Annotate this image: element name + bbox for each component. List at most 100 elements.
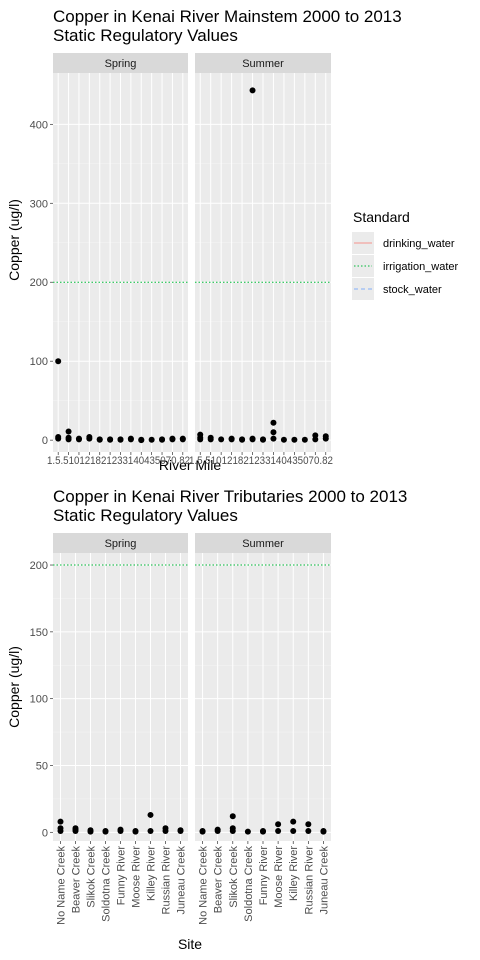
data-point <box>177 827 184 834</box>
chart2-title-line2: Static Regulatory Values <box>53 506 238 525</box>
data-point <box>301 436 308 443</box>
data-point <box>290 818 297 825</box>
data-point <box>305 821 312 828</box>
data-point <box>197 436 204 443</box>
legend: Standard drinking_water irrigation_water… <box>352 209 459 300</box>
legend-label-irrigation-water: irrigation_water <box>383 261 459 273</box>
chart2-strip-label: Spring <box>105 538 137 550</box>
data-point <box>218 436 225 443</box>
data-point <box>57 827 64 834</box>
chart2-x-tick-label: Slikok Creek <box>86 846 98 908</box>
data-point <box>179 436 186 443</box>
data-point <box>65 436 72 443</box>
chart2-x-tick-label: Russian River <box>303 846 315 915</box>
chart2-x-tick-label: Killey River <box>146 846 158 901</box>
data-point <box>270 435 277 442</box>
data-point <box>214 827 221 834</box>
legend-label-stock-water: stock_water <box>383 284 442 296</box>
data-point <box>291 436 298 443</box>
data-point <box>147 811 154 818</box>
data-point <box>75 436 82 443</box>
chart1-ylabel: Copper (ug/l) <box>6 199 22 281</box>
chart2-x-tick-label: Killey River <box>288 846 300 901</box>
data-point <box>55 358 62 365</box>
chart1-xlabel: River Mile <box>159 457 221 473</box>
data-point <box>270 419 277 426</box>
chart2-y-tick-label: 200 <box>30 560 48 572</box>
data-point <box>290 827 297 834</box>
chart2-y-tick-label: 50 <box>36 760 48 772</box>
data-point <box>57 818 64 825</box>
legend-title: Standard <box>353 209 410 225</box>
chart1-y-tick-label: 400 <box>30 119 48 131</box>
data-point <box>312 436 319 443</box>
legend-key-irrigation-water: irrigation_water <box>352 255 459 277</box>
chart1-title-line2: Static Regulatory Values <box>53 26 238 45</box>
data-point <box>207 436 214 443</box>
data-point <box>320 828 327 835</box>
data-point <box>127 435 134 442</box>
plot-layer: 0 100 200 300 400 Spring 1.5.51012182123314043… <box>30 53 333 925</box>
data-point <box>322 435 329 442</box>
chart2-x-tick-label: Soldotna Creek <box>101 846 113 922</box>
data-point <box>229 813 236 820</box>
chart2-ylabel: Copper (ug/l) <box>6 646 22 728</box>
data-point <box>117 827 124 834</box>
data-point <box>270 429 277 436</box>
data-point <box>275 821 282 828</box>
legend-label-drinking-water: drinking_water <box>383 238 455 250</box>
data-point <box>280 436 287 443</box>
legend-key-stock-water: stock_water <box>352 278 442 300</box>
data-point <box>260 436 266 443</box>
data-point <box>249 87 256 94</box>
data-point <box>169 435 176 442</box>
data-point <box>229 827 236 834</box>
chart2-strip-summer <box>195 533 331 553</box>
data-point <box>132 828 139 835</box>
chart1-strip-label: Spring <box>105 58 137 70</box>
chart2-y-tick-label: 0 <box>42 827 48 839</box>
data-point <box>86 435 93 442</box>
chart2-x-tick-label: Beaver Creek <box>71 846 83 914</box>
chart2-x-tick-label: Moose River <box>273 846 285 908</box>
chart2-strip-spring <box>53 533 188 553</box>
chart2-x-tick-label: Moose River <box>131 846 143 908</box>
data-point <box>55 435 62 442</box>
chart1-y-tick-label: 100 <box>30 356 48 368</box>
chart1-strip-spring <box>53 53 188 73</box>
chart2-x-tick-label: No Name Creek <box>56 846 68 925</box>
data-point <box>275 827 282 834</box>
chart1-strip-summer <box>195 53 331 73</box>
data-point <box>72 827 79 834</box>
chart1-x-tick-labels-summer: 1.5.510121821233140435070.82 <box>189 455 333 467</box>
data-point <box>87 828 94 835</box>
data-point <box>117 436 124 443</box>
chart2-x-tick-label: Slikok Creek <box>228 846 240 908</box>
chart2-strip-label: Summer <box>242 538 284 550</box>
chart1-y-tick-label: 200 <box>30 277 48 289</box>
chart2-x-tick-label: Beaver Creek <box>213 846 225 914</box>
chart2-x-tick-label: Funny River <box>116 846 128 906</box>
data-point <box>147 827 154 834</box>
chart2-xlabel: Site <box>178 936 202 952</box>
data-point <box>249 436 256 443</box>
data-point <box>96 436 103 443</box>
data-point <box>159 436 166 443</box>
data-point <box>228 436 235 443</box>
chart1-x-tick-labels-spring: 1.5.510121821233140435070.82 <box>47 455 190 467</box>
chart1-strip-label: Summer <box>242 58 284 70</box>
data-point <box>244 828 251 835</box>
data-point <box>305 827 312 834</box>
data-point <box>138 437 145 444</box>
data-point <box>148 436 155 443</box>
chart2-x-tick-label: Funny River <box>258 846 270 906</box>
chart1-title-line1: Copper in Kenai River Mainstem 2000 to 2… <box>53 7 402 26</box>
chart2-x-tick-label: No Name Creek <box>198 846 210 925</box>
data-point <box>199 828 206 835</box>
data-point <box>260 828 266 835</box>
chart2-x-tick-label: Juneau Creek <box>176 846 188 915</box>
data-point <box>239 436 246 443</box>
data-point <box>162 827 169 834</box>
chart1-y-tick-label: 0 <box>42 435 48 447</box>
